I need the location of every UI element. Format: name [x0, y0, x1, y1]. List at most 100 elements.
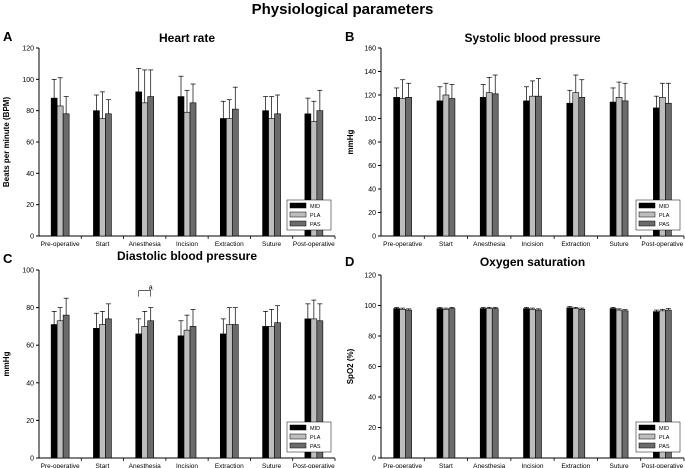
bar: [529, 309, 536, 459]
bar: [615, 97, 623, 237]
x-tick-label: Incision: [521, 241, 543, 248]
x-tick-label: Start: [96, 241, 110, 248]
panel-letter: A: [3, 29, 13, 44]
bar: [268, 118, 275, 237]
y-tick-label: 140: [364, 69, 376, 76]
chart-title: Diastolic blood pressure: [117, 249, 257, 263]
chart-title: Heart rate: [159, 31, 215, 45]
x-tick-label: Anesthesia: [473, 241, 506, 248]
bar: [56, 320, 64, 459]
x-tick-label: Suture: [609, 241, 629, 248]
x-tick-label: Extraction: [561, 463, 590, 468]
bar: [523, 100, 530, 237]
chart-panel-b: B Systolic blood pressure 0 20 40 60 80 100 120 1…: [345, 29, 685, 248]
y-tick-label: 40: [368, 395, 376, 402]
legend-swatch: [289, 202, 307, 209]
bar: [262, 326, 269, 459]
bar: [135, 91, 143, 237]
x-tick-label: Post-operative: [293, 241, 335, 248]
bar: [231, 108, 239, 237]
bar: [621, 100, 629, 237]
bar: [183, 329, 191, 459]
bar: [609, 101, 617, 237]
bar: [105, 113, 112, 237]
bar: [141, 102, 149, 237]
legend-label: PAS: [659, 444, 670, 450]
x-tick-label: Suture: [262, 241, 282, 248]
bar: [274, 113, 281, 237]
bar: [535, 95, 542, 237]
legend-label: PAS: [310, 222, 321, 228]
legend-swatch: [638, 220, 656, 227]
legend-label: PLA: [310, 435, 321, 441]
legend-swatch: [638, 442, 656, 449]
bar: [572, 92, 580, 237]
x-tick-label: Extraction: [561, 241, 590, 248]
y-tick-label: 80: [26, 108, 34, 115]
bar: [62, 314, 70, 459]
y-tick-label: 60: [26, 140, 34, 147]
bar: [189, 326, 197, 459]
legend-label: MID: [310, 204, 320, 210]
bar: [448, 308, 456, 459]
y-tick-label: 80: [368, 140, 376, 147]
y-tick-label: 20: [368, 425, 376, 432]
bar: [578, 97, 586, 237]
y-tick-label: 60: [26, 343, 34, 350]
x-tick-label: Start: [96, 463, 110, 468]
x-tick-label: Suture: [262, 463, 282, 468]
bar: [485, 92, 493, 237]
bar: [405, 97, 412, 237]
bar: [262, 110, 269, 237]
chart-panel-d: D Oxygen saturation 0 20 40 60 80 100 120 SpO2 (%…: [345, 254, 685, 468]
x-tick-label: Pre-operative: [383, 241, 422, 248]
legend-label: PAS: [310, 444, 321, 450]
y-tick-label: 40: [26, 171, 34, 178]
bar: [62, 113, 70, 237]
legend-label: PAS: [659, 222, 670, 228]
legend-label: MID: [659, 426, 669, 432]
bar: [448, 98, 456, 237]
legend-swatch: [638, 202, 656, 209]
legend-label: PLA: [310, 213, 321, 219]
bar: [485, 308, 493, 459]
bar: [523, 308, 530, 459]
panel-letter: B: [345, 29, 354, 44]
y-tick-label: 60: [368, 364, 376, 371]
x-tick-label: Incision: [521, 463, 543, 468]
bar: [177, 335, 185, 459]
x-tick-label: Pre-operative: [41, 463, 80, 468]
x-tick-label: Post-operative: [641, 463, 683, 468]
chart-title: Oxygen saturation: [480, 255, 585, 269]
bar: [219, 118, 227, 237]
x-tick-label: Extraction: [215, 463, 244, 468]
legend-swatch: [638, 433, 656, 440]
bar: [141, 326, 149, 459]
bar: [615, 309, 623, 459]
bar: [393, 97, 400, 237]
y-axis-label: mmHg: [2, 351, 11, 376]
panel-letter: D: [345, 254, 354, 269]
y-tick-label: 100: [364, 116, 376, 123]
significance-label: a: [149, 285, 153, 292]
chart-panel-c: C Diastolic blood pressure 0 20 40 60 80 100 mmH…: [2, 249, 336, 468]
x-tick-label: Anesthesia: [473, 463, 506, 468]
legend-swatch: [289, 442, 307, 449]
x-tick-label: Post-operative: [293, 463, 335, 468]
y-tick-label: 40: [26, 380, 34, 387]
x-tick-label: Suture: [609, 463, 629, 468]
bar: [572, 308, 580, 459]
bar: [405, 309, 412, 459]
y-tick-label: 0: [372, 234, 376, 241]
bar: [231, 324, 239, 459]
x-tick-label: Incision: [176, 463, 198, 468]
y-axis-label: mmHg: [346, 129, 355, 154]
bar: [442, 94, 450, 237]
bar: [105, 318, 112, 459]
y-tick-label: 120: [364, 93, 376, 100]
x-tick-label: Start: [439, 463, 453, 468]
bar: [50, 324, 58, 459]
bar: [609, 308, 617, 459]
x-tick-label: Pre-operative: [383, 463, 422, 468]
bar: [219, 333, 227, 459]
